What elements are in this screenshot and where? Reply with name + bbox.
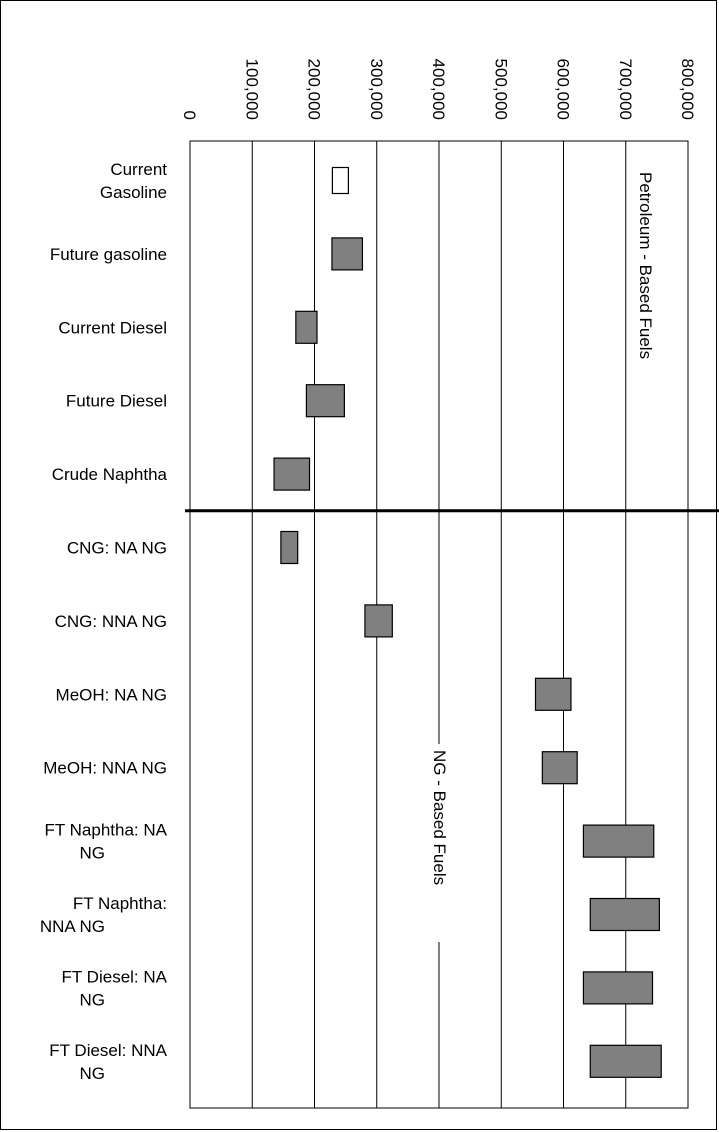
range-bar	[305, 384, 345, 418]
range-bar	[364, 604, 393, 638]
x-tick-label: 0	[180, 111, 199, 120]
x-tick-label: 100,000	[242, 59, 261, 120]
range-bar	[589, 897, 660, 932]
category-label: FT Naphtha:	[73, 894, 167, 913]
range-bar	[280, 530, 299, 565]
category-label: NG	[80, 990, 106, 1009]
range-bar	[331, 166, 349, 195]
x-tick-label: 200,000	[305, 59, 324, 120]
range-bar	[331, 237, 364, 271]
x-tick-label: 700,000	[616, 59, 635, 120]
group-label-bg	[627, 166, 653, 434]
x-tick-label: 400,000	[429, 59, 448, 120]
category-label: CNG: NNA NG	[55, 612, 167, 631]
range-bar	[273, 457, 311, 491]
plot-border	[189, 140, 689, 1109]
category-label: MeOH: NA NG	[56, 685, 167, 704]
x-tick-label: 600,000	[554, 59, 573, 120]
group-label-bg	[428, 744, 454, 942]
category-label: Current	[110, 160, 167, 179]
category-label: Gasoline	[100, 183, 167, 202]
group-label-petroleum: Petroleum - Based Fuels	[636, 172, 655, 359]
range-bar	[541, 751, 578, 785]
category-label: MeOH: NNA NG	[43, 759, 167, 778]
category-label: FT Naphtha: NA	[44, 821, 167, 840]
group-label-ng: NG - Based Fuels	[430, 750, 449, 885]
category-label: CNG: NA NG	[67, 539, 167, 558]
range-bar	[589, 1044, 662, 1078]
x-tick-label: 800,000	[678, 59, 697, 120]
category-label: FT Diesel: NNA	[49, 1041, 167, 1060]
category-label: FT Diesel: NA	[62, 967, 168, 986]
x-tick-label: 300,000	[367, 59, 386, 120]
range-bar	[295, 310, 318, 344]
x-tick-label: 500,000	[491, 59, 510, 120]
category-label: Future gasoline	[50, 245, 167, 264]
category-label: NG	[80, 844, 106, 863]
category-label: NG	[80, 1064, 106, 1083]
category-label: Current Diesel	[58, 318, 167, 337]
range-bar	[582, 824, 655, 858]
range-bar	[582, 971, 654, 1005]
range-bar	[534, 677, 572, 711]
category-label: NNA NG	[40, 917, 105, 936]
category-label: Crude Naphtha	[52, 465, 168, 484]
category-label: Future Diesel	[66, 392, 167, 411]
